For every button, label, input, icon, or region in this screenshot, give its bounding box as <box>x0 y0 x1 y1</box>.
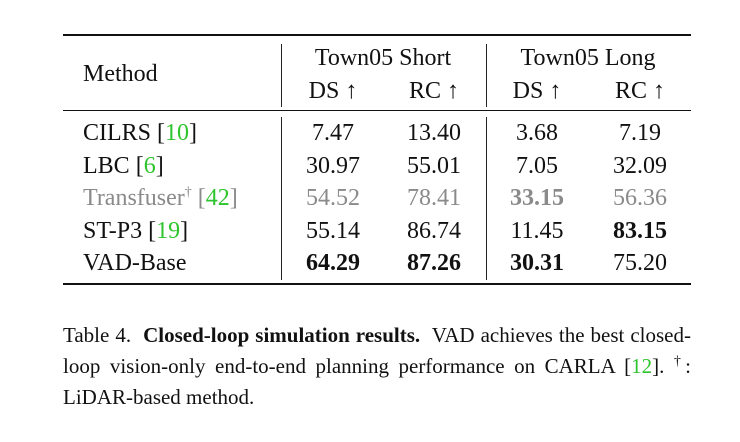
table-cell: 11.45 <box>510 217 564 244</box>
column-divider <box>281 117 282 280</box>
method-name: Transfuser† [42] <box>83 185 238 211</box>
method-name: VAD-Base <box>83 249 187 277</box>
method-label: Transfuser <box>83 185 185 211</box>
table-cell: 32.09 <box>613 152 667 179</box>
dagger-mark: † <box>184 185 192 200</box>
citation-link[interactable]: 42 <box>205 185 230 211</box>
header-subcol: RC ↑ <box>408 78 460 104</box>
citation-link[interactable]: 6 <box>143 152 156 179</box>
method-label: ST-P3 <box>83 217 143 244</box>
citation-link[interactable]: 12 <box>631 354 653 378</box>
table-cell: 55.14 <box>306 217 360 244</box>
table-cell: 56.36 <box>613 185 667 211</box>
method-name: CILRS [10] <box>83 120 198 146</box>
table-cell: 7.19 <box>619 120 661 146</box>
header-method: Method <box>83 61 158 87</box>
table-cell: 7.05 <box>516 152 558 179</box>
header-group: Town05 Long <box>520 45 656 71</box>
table-cell: 3.68 <box>516 120 558 146</box>
method-name: ST-P3 [19] <box>83 217 189 244</box>
header-subcol: DS ↑ <box>512 78 562 104</box>
table-cell: 13.40 <box>407 120 461 146</box>
caption-text: : LiDAR-based method. <box>63 354 692 409</box>
top-rule <box>63 34 691 36</box>
header-subcol: DS ↑ <box>308 78 358 104</box>
dagger-mark: † <box>673 354 686 369</box>
table-cell: 54.52 <box>306 185 360 211</box>
column-divider <box>486 117 487 280</box>
method-label: LBC <box>83 152 130 179</box>
caption-label: Table 4. <box>63 323 132 347</box>
mid-rule <box>63 110 691 111</box>
table-cell: 83.15 <box>613 217 667 244</box>
header-subcol: RC ↑ <box>614 78 666 104</box>
table-cell: 30.31 <box>510 250 564 276</box>
column-divider <box>281 44 282 107</box>
table-cell: 33.15 <box>510 185 564 211</box>
table-cell: 30.97 <box>306 152 360 179</box>
table-cell: 86.74 <box>407 217 461 244</box>
method-label: CILRS <box>83 120 152 146</box>
table-cell: 78.41 <box>407 185 461 211</box>
header-group: Town05 Short <box>314 45 452 71</box>
table-cell: 7.47 <box>312 120 354 146</box>
method-label: VAD-Base <box>83 250 187 276</box>
citation-link[interactable]: 19 <box>156 217 181 244</box>
caption-text: ]. <box>652 354 665 378</box>
method-name: LBC [6] <box>83 152 164 179</box>
table-cell: 87.26 <box>407 250 461 276</box>
table-cell: 64.29 <box>306 250 360 276</box>
caption-title: Closed-loop simulation results. <box>143 323 421 347</box>
bottom-rule <box>63 283 691 285</box>
citation-link[interactable]: 10 <box>165 120 190 146</box>
caption-text: VAD achieves the best closed-loop vision… <box>63 323 691 378</box>
column-divider <box>486 44 487 107</box>
table-cell: 75.20 <box>613 250 667 276</box>
table-caption: Table 4. Closed-loop simulation results.… <box>63 320 691 413</box>
table-cell: 55.01 <box>407 152 461 179</box>
